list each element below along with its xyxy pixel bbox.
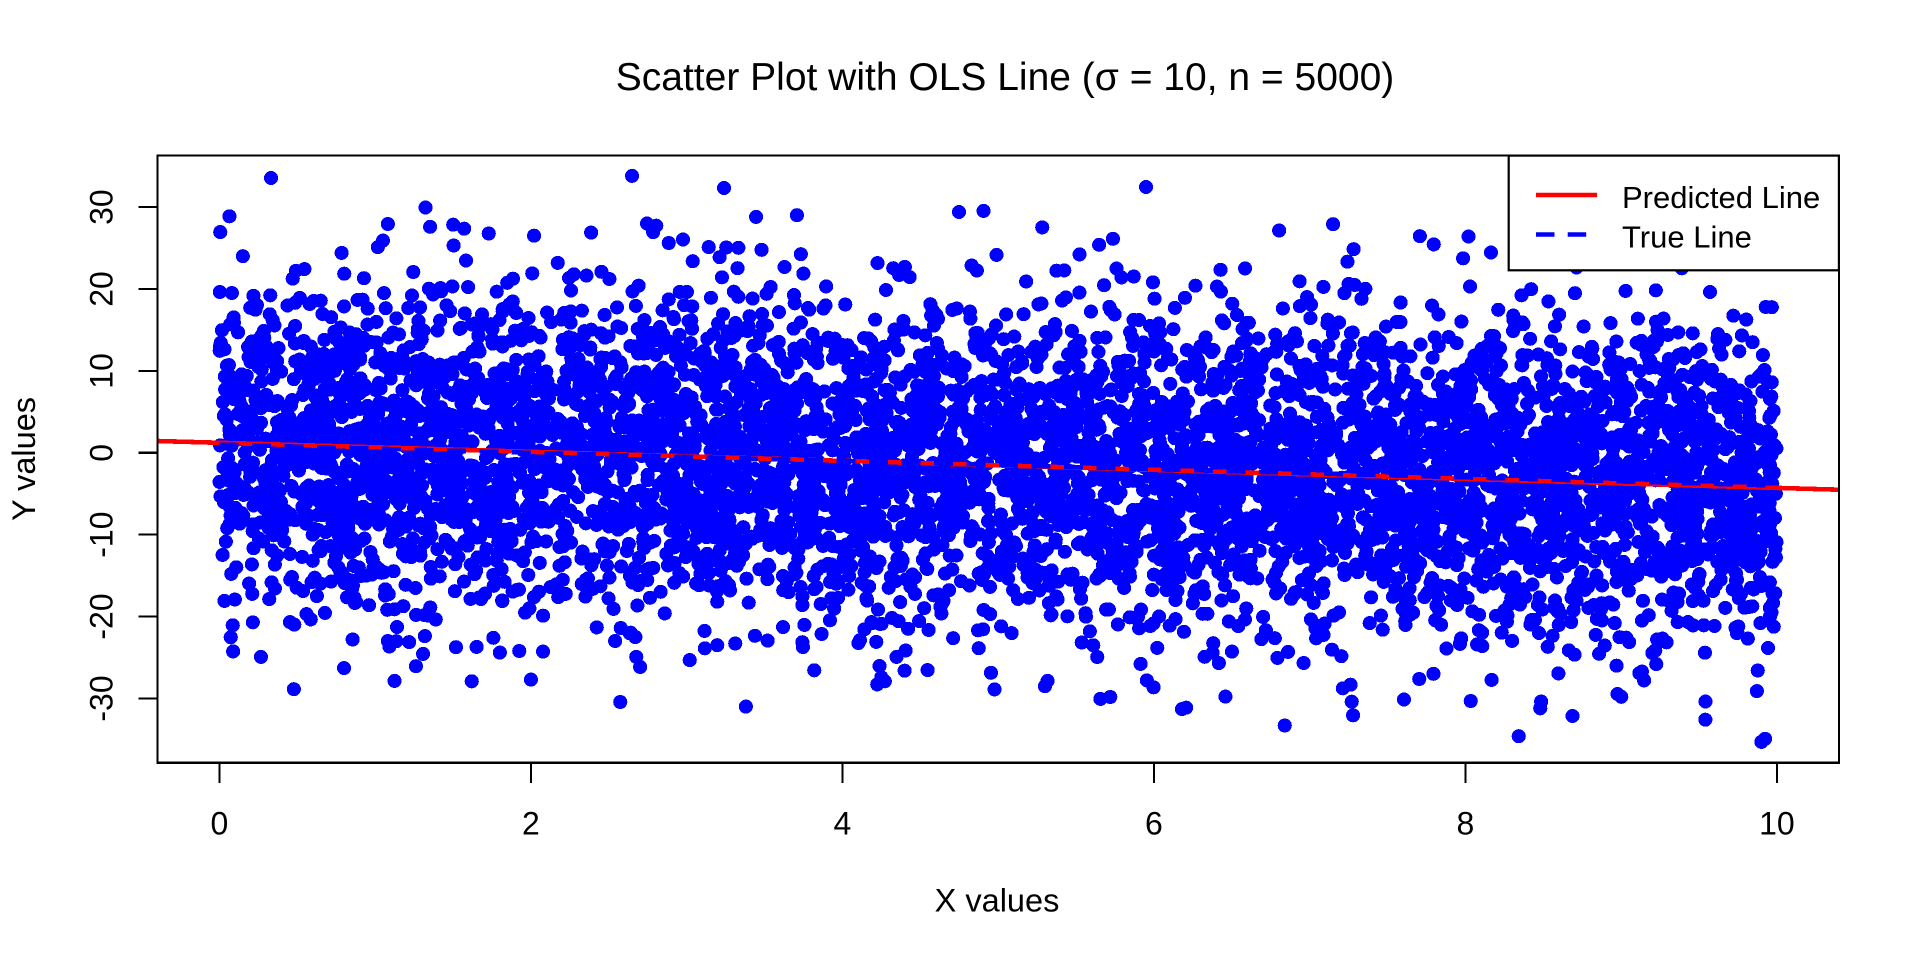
svg-text:2: 2 [522, 806, 540, 842]
svg-text:8: 8 [1457, 806, 1475, 842]
svg-text:Scatter Plot with OLS Line (σ: Scatter Plot with OLS Line (σ = 10, n = … [616, 56, 1395, 99]
svg-text:30: 30 [84, 189, 120, 225]
svg-text:10: 10 [84, 353, 120, 389]
svg-text:6: 6 [1145, 806, 1163, 842]
svg-text:-30: -30 [84, 675, 120, 721]
svg-text:X values: X values [935, 883, 1060, 919]
svg-text:-20: -20 [84, 593, 120, 639]
svg-text:Y values: Y values [6, 397, 42, 521]
svg-text:-10: -10 [84, 511, 120, 557]
svg-text:Predicted Line: Predicted Line [1622, 180, 1820, 215]
svg-text:20: 20 [84, 271, 120, 307]
svg-text:0: 0 [211, 806, 229, 842]
svg-text:10: 10 [1759, 806, 1795, 842]
svg-text:True Line: True Line [1622, 219, 1752, 254]
svg-text:0: 0 [84, 444, 120, 462]
svg-text:4: 4 [834, 806, 852, 842]
